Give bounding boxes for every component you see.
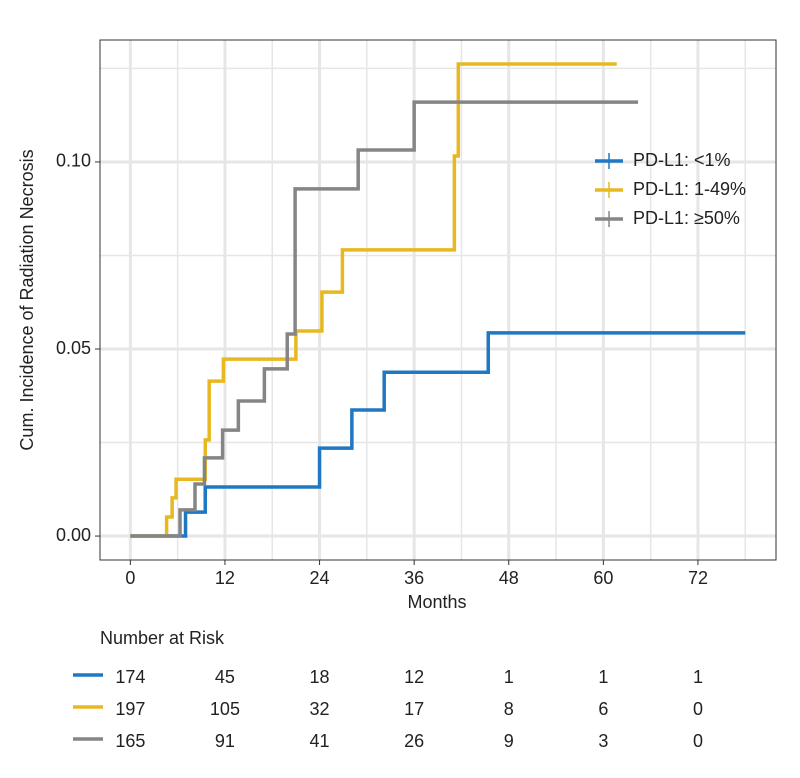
risk-table-title: Number at Risk <box>100 628 225 648</box>
x-tick-label: 36 <box>404 568 424 588</box>
risk-count: 12 <box>404 667 424 687</box>
x-tick-label: 72 <box>688 568 708 588</box>
step-line <box>130 100 639 538</box>
risk-count: 6 <box>598 699 608 719</box>
risk-count: 45 <box>215 667 235 687</box>
risk-count: 174 <box>115 667 145 687</box>
x-tick-label: 24 <box>310 568 330 588</box>
x-tick-label: 12 <box>215 568 235 588</box>
risk-count: 3 <box>598 731 608 751</box>
x-tick-label: 0 <box>125 568 135 588</box>
step-line <box>130 331 746 538</box>
risk-count: 0 <box>693 731 703 751</box>
risk-count: 17 <box>404 699 424 719</box>
risk-count: 41 <box>310 731 330 751</box>
y-tick-label: 0.05 <box>56 338 91 358</box>
risk-count: 1 <box>693 667 703 687</box>
y-tick-label: 0.10 <box>56 151 91 171</box>
risk-count: 32 <box>310 699 330 719</box>
step-line <box>130 62 617 538</box>
risk-count: 1 <box>598 667 608 687</box>
risk-count: 0 <box>693 699 703 719</box>
x-tick-label: 48 <box>499 568 519 588</box>
risk-count: 18 <box>310 667 330 687</box>
risk-count: 9 <box>504 731 514 751</box>
risk-count: 165 <box>115 731 145 751</box>
legend-label: PD-L1: 1-49% <box>633 179 746 199</box>
x-axis-label: Months <box>407 592 466 612</box>
risk-count: 91 <box>215 731 235 751</box>
risk-count: 197 <box>115 699 145 719</box>
risk-count: 8 <box>504 699 514 719</box>
risk-count: 26 <box>404 731 424 751</box>
y-tick-label: 0.00 <box>56 525 91 545</box>
y-axis-label: Cum. Incidence of Radiation Necrosis <box>17 149 37 450</box>
legend-label: PD-L1: ≥50% <box>633 208 740 228</box>
risk-count: 1 <box>504 667 514 687</box>
plot-frame <box>99 39 777 561</box>
x-tick-label: 60 <box>593 568 613 588</box>
legend-label: PD-L1: <1% <box>633 150 731 170</box>
risk-count: 105 <box>210 699 240 719</box>
